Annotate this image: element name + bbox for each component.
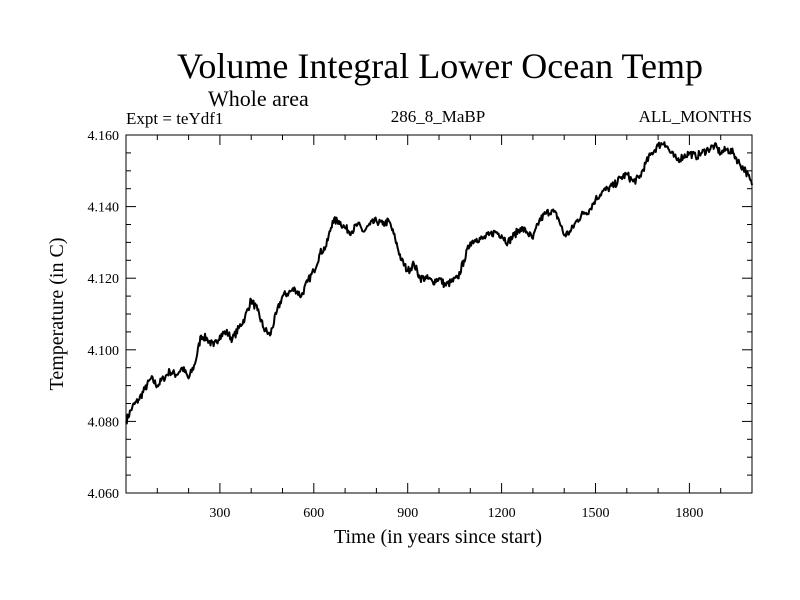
experiment-label: Expt = teYdf1 — [126, 109, 223, 128]
y-axis-label: Temperature (in C) — [46, 238, 68, 391]
y-tick-label: 4.060 — [88, 487, 120, 502]
y-tick-label: 4.080 — [88, 415, 120, 430]
axis-ticks — [126, 135, 752, 493]
x-tick-label: 900 — [397, 506, 418, 521]
x-tick-label: 300 — [209, 506, 230, 521]
chart-subtitle: Whole area — [208, 86, 309, 111]
x-tick-label: 1800 — [675, 506, 703, 521]
months-label: ALL_MONTHS — [639, 107, 752, 126]
period-label: 286_8_MaBP — [391, 107, 485, 126]
x-tick-labels: 300 600 900 1200 1500 1800 — [209, 506, 703, 521]
x-tick-label: 1200 — [488, 506, 516, 521]
plot-frame — [125, 134, 753, 494]
x-axis-label: Time (in years since start) — [334, 526, 542, 548]
y-tick-label: 4.100 — [88, 344, 120, 359]
chart-title: Volume Integral Lower Ocean Temp — [177, 46, 703, 86]
y-tick-label: 4.140 — [88, 201, 120, 216]
x-tick-label: 600 — [303, 506, 324, 521]
y-tick-labels: 4.060 4.080 4.100 4.120 4.140 4.160 — [88, 129, 120, 502]
x-tick-label: 1500 — [582, 506, 610, 521]
y-tick-label: 4.160 — [88, 129, 120, 144]
y-tick-label: 4.120 — [88, 272, 120, 287]
temperature-series-line — [125, 141, 753, 425]
